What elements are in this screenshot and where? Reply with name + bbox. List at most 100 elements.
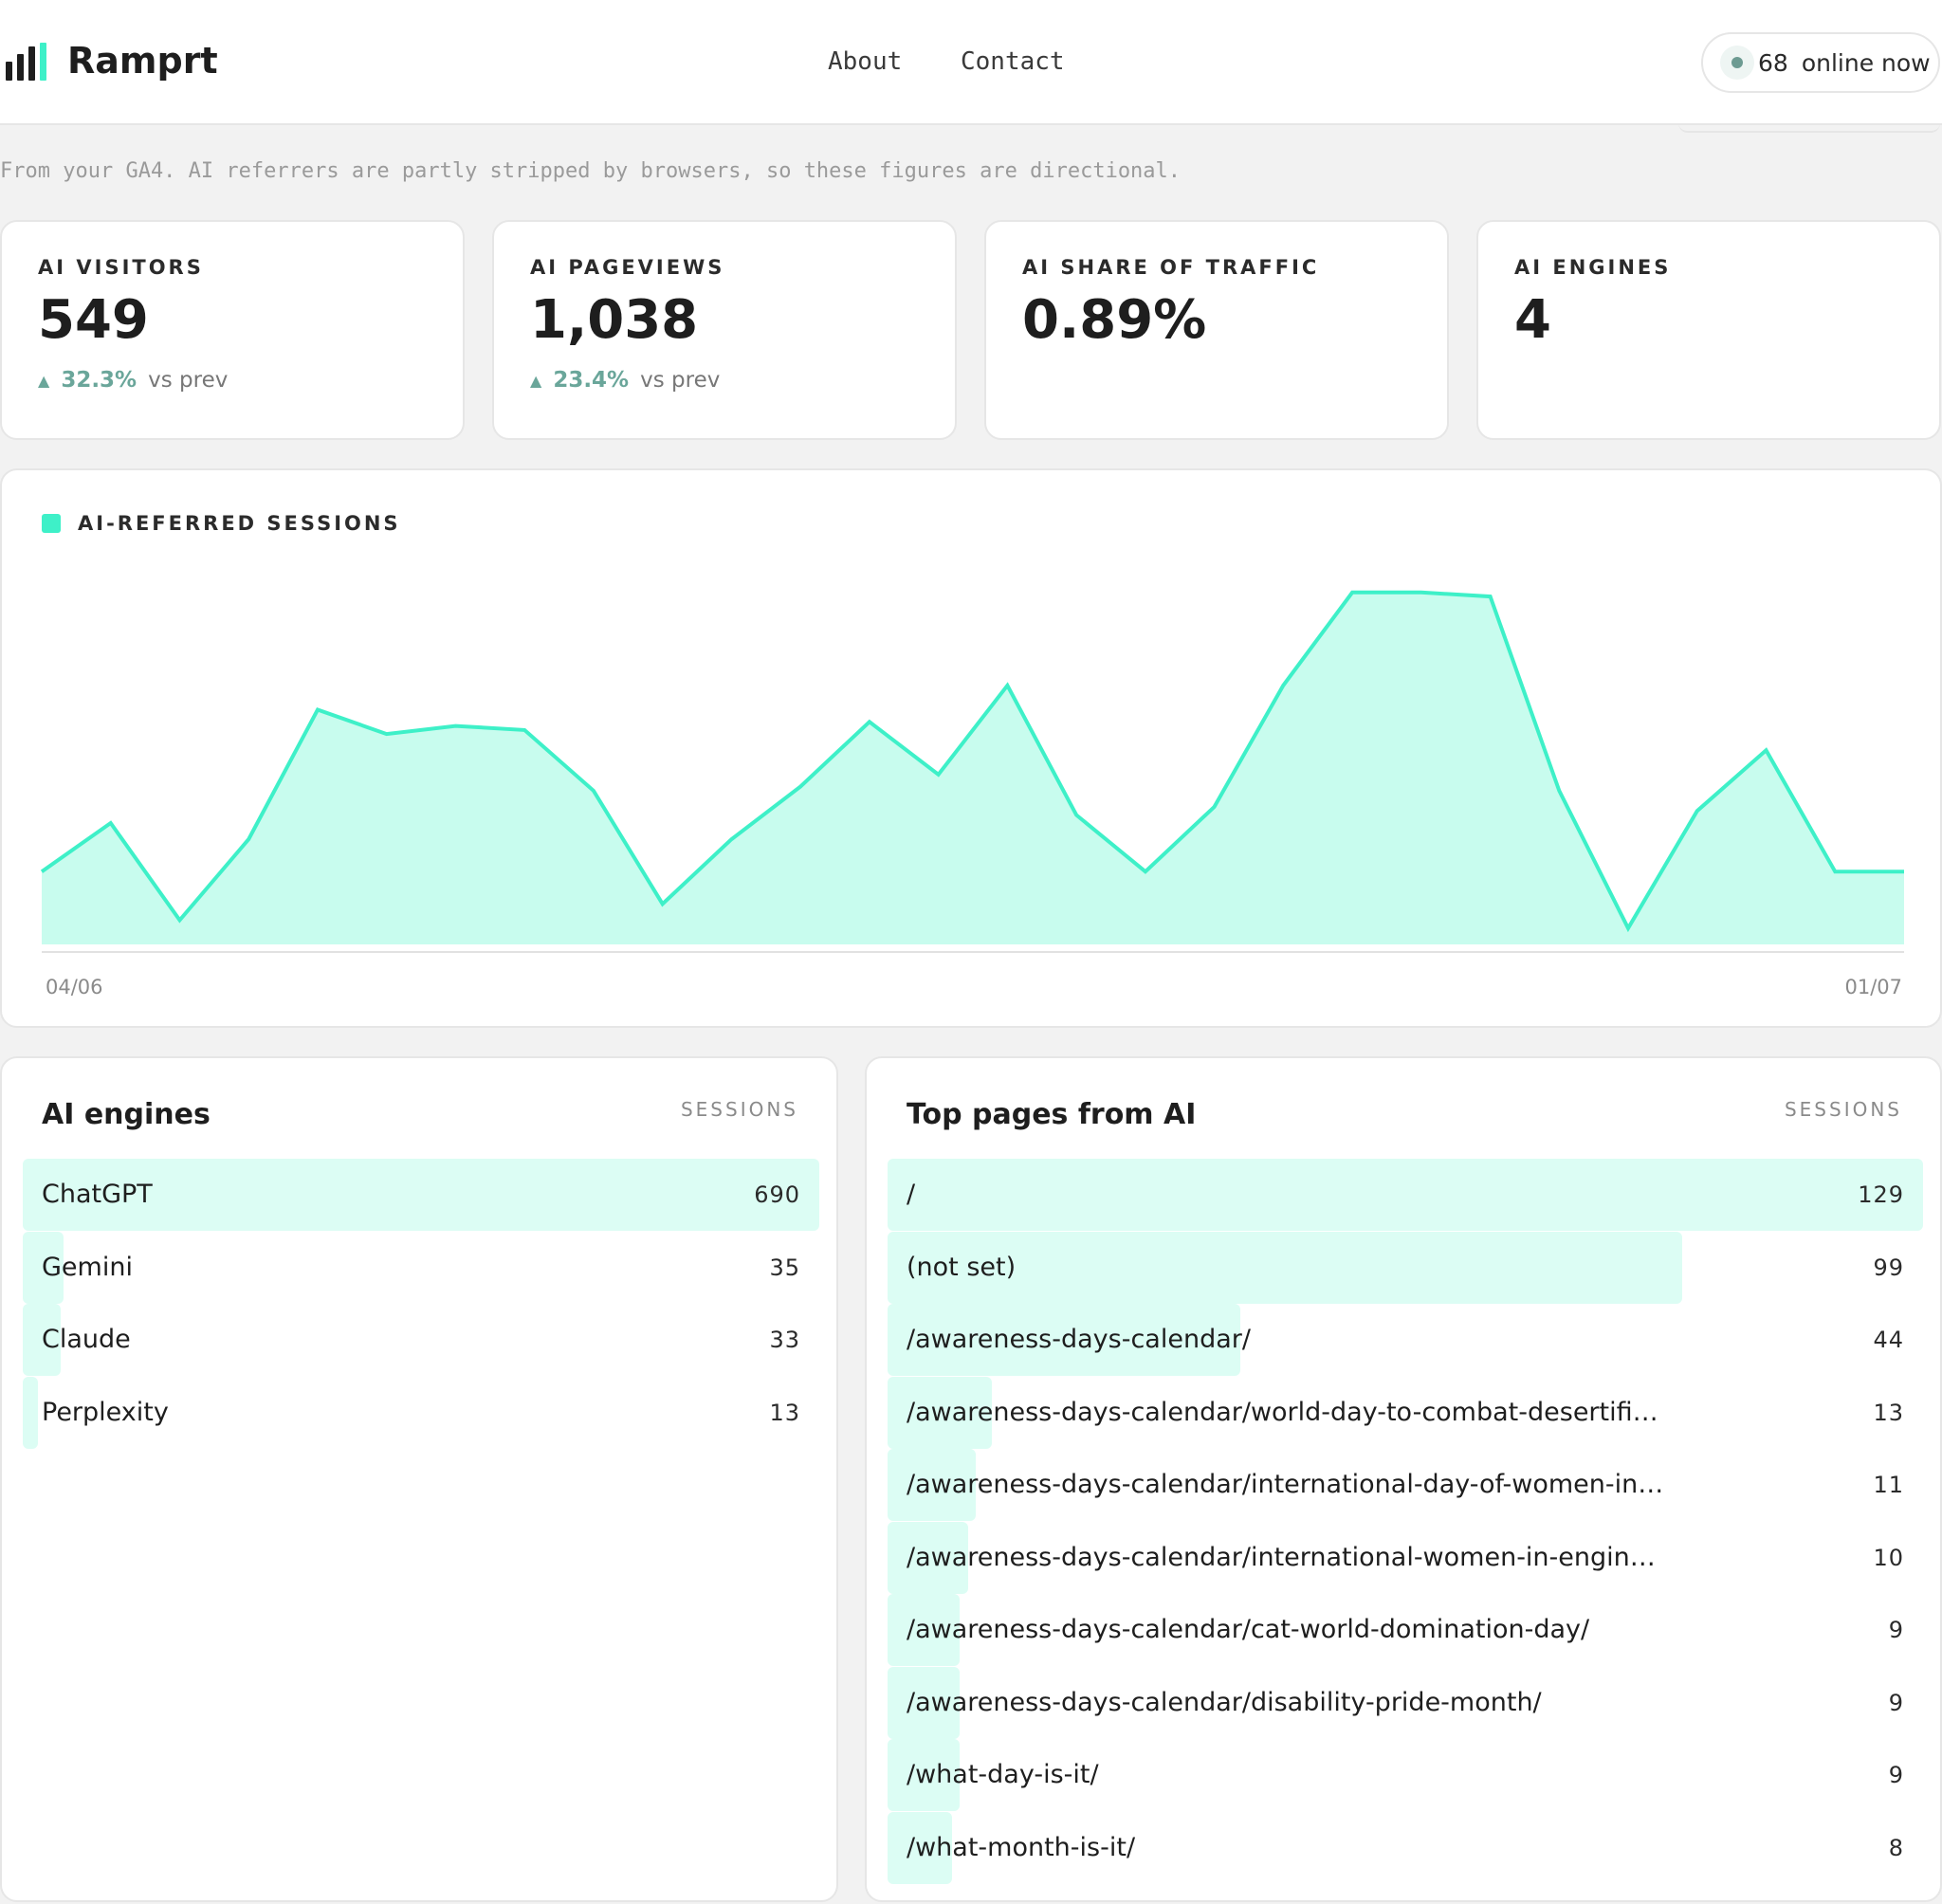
kpi-ai-engines: AI ENGINES 4 [1476,220,1941,440]
item-label: Claude [42,1325,131,1354]
list-item[interactable]: Claude 33 [23,1304,819,1377]
page-list: /129 (not set) 99/awareness-days-calendar/… [888,1159,1923,1884]
item-sessions: 129 [1858,1181,1904,1208]
share-bar [888,1304,1240,1376]
sessions-area-chart[interactable]: 04/06 01/07 [2,470,1940,1026]
dropdown-edge [1678,123,1940,133]
list-item[interactable]: /awareness-days-calendar/disability-prid… [888,1666,1923,1740]
list-item[interactable]: ChatGPT 690 [23,1159,819,1232]
kpi-value: 549 [38,289,149,351]
item-sessions: 99 [1873,1254,1904,1281]
online-now-badge[interactable]: 68 online now [1701,32,1940,93]
item-label: /awareness-days-calendar/cat-world-domin… [907,1615,1590,1644]
list-item[interactable]: /awareness-days-calendar/cat-world-domin… [888,1594,1923,1667]
brand-logo[interactable]: Ramprt [6,40,218,82]
share-bar [888,1231,1682,1304]
kpi-ai-pageviews: AI PAGEVIEWS 1,038 ▲ 23.4% vs prev [492,220,957,440]
data-source-note: From your GA4. AI referrers are partly s… [0,159,1182,183]
live-dot-icon [1720,46,1754,80]
list-item[interactable]: (not set) 99 [888,1231,1923,1305]
item-sessions: 9 [1888,1762,1904,1788]
item-sessions: 9 [1888,1689,1904,1716]
ai-engines-panel: AI engines SESSIONS ChatGPT 690 Gemini 35 Cl… [0,1056,838,1902]
share-bar [888,1594,960,1666]
item-label: / [907,1180,916,1209]
arrow-up-icon: ▲ [38,371,50,390]
delta-percent: 32.3% [61,368,137,393]
list-item[interactable]: / 129 [888,1159,1923,1232]
item-sessions: 9 [1888,1617,1904,1643]
arrow-up-icon: ▲ [530,371,542,390]
kpi-ai-visitors: AI VISITORS 549 ▲ 32.3% vs prev [0,220,465,440]
list-item[interactable]: /what-month-is-it/8 [888,1811,1923,1885]
kpi-delta: ▲ 32.3% vs prev [38,368,463,393]
item-sessions: 35 [769,1254,800,1281]
kpi-label: AI VISITORS [38,256,204,279]
list-item[interactable]: Perplexity 13 [23,1376,819,1450]
nav-about-link[interactable]: About [828,47,903,76]
item-sessions: 10 [1873,1544,1904,1571]
column-header: SESSIONS [680,1098,798,1121]
item-sessions: 11 [1873,1472,1904,1498]
item-label: /what-month-is-it/ [907,1832,1136,1862]
share-bar [888,1739,960,1811]
list-item[interactable]: /awareness-days-calendar/44 [888,1304,1923,1377]
item-sessions: 8 [1888,1834,1904,1861]
delta-percent: 23.4% [553,368,630,393]
item-label: /awareness-days-calendar/international-d… [907,1470,1664,1499]
kpi-label: AI PAGEVIEWS [530,256,725,279]
kpi-label: AI SHARE OF TRAFFIC [1022,256,1320,279]
item-sessions: 33 [769,1327,800,1353]
engine-list: ChatGPT 690 Gemini 35 Claude 33 Perplexity 13 [23,1159,819,1449]
kpi-value: 0.89% [1022,289,1207,351]
share-bar [23,1231,64,1304]
list-item[interactable]: /awareness-days-calendar/international-w… [888,1521,1923,1595]
share-bar [23,1159,819,1231]
delta-caption: vs prev [148,368,229,393]
item-label: /awareness-days-calendar/disability-prid… [907,1687,1542,1717]
item-label: Perplexity [42,1397,169,1427]
kpi-delta: ▲ 23.4% vs prev [530,368,955,393]
share-bar [888,1159,1923,1231]
online-label: online now [1801,48,1931,77]
column-header: SESSIONS [1784,1098,1902,1121]
kpi-ai-share-of-traffic: AI SHARE OF TRAFFIC 0.89% [984,220,1449,440]
brand-name: Ramprt [67,40,218,82]
item-label: (not set) [907,1252,1017,1282]
share-bar [888,1521,968,1594]
list-item[interactable]: Gemini 35 [23,1231,819,1305]
item-label: /awareness-days-calendar/world-day-to-co… [907,1397,1658,1427]
delta-caption: vs prev [640,368,721,393]
item-label: Gemini [42,1252,133,1282]
sessions-chart-card: 04/06 01/07 AI-REFERRED SESSIONS [0,468,1942,1028]
chart-legend: AI-REFERRED SESSIONS [42,512,401,535]
legend-swatch [42,514,61,533]
share-bar [23,1304,61,1376]
item-label: ChatGPT [42,1180,153,1209]
panel-title: Top pages from AI [907,1098,1197,1131]
x-tick-label-start: 04/06 [46,976,103,998]
share-bar [888,1449,976,1521]
share-bar [888,1666,960,1739]
top-pages-panel: Top pages from AI SESSIONS / 129 (not set)… [865,1056,1942,1902]
sessions-series-line [40,590,1904,933]
list-item[interactable]: /awareness-days-calendar/international-d… [888,1449,1923,1522]
item-sessions: 13 [1873,1399,1904,1426]
sessions-area-fill [42,592,1904,944]
x-tick-label-end: 01/07 [1844,976,1902,998]
share-bar [888,1811,952,1884]
list-item[interactable]: /what-day-is-it/9 [888,1739,1923,1812]
item-label: /awareness-days-calendar/international-w… [907,1542,1656,1572]
panel-title: AI engines [42,1098,211,1131]
legend-label: AI-REFERRED SESSIONS [78,512,401,535]
kpi-value: 4 [1514,289,1551,351]
item-label: /what-day-is-it/ [907,1760,1099,1789]
item-sessions: 690 [754,1181,800,1208]
share-bar [23,1376,38,1449]
top-header: Ramprt About Contact 68 online now [0,0,1942,125]
item-label: /awareness-days-calendar/ [907,1325,1251,1354]
list-item[interactable]: /awareness-days-calendar/world-day-to-co… [888,1376,1923,1450]
online-count: 68 [1758,48,1788,77]
kpi-label: AI ENGINES [1514,256,1672,279]
nav-contact-link[interactable]: Contact [961,47,1065,76]
